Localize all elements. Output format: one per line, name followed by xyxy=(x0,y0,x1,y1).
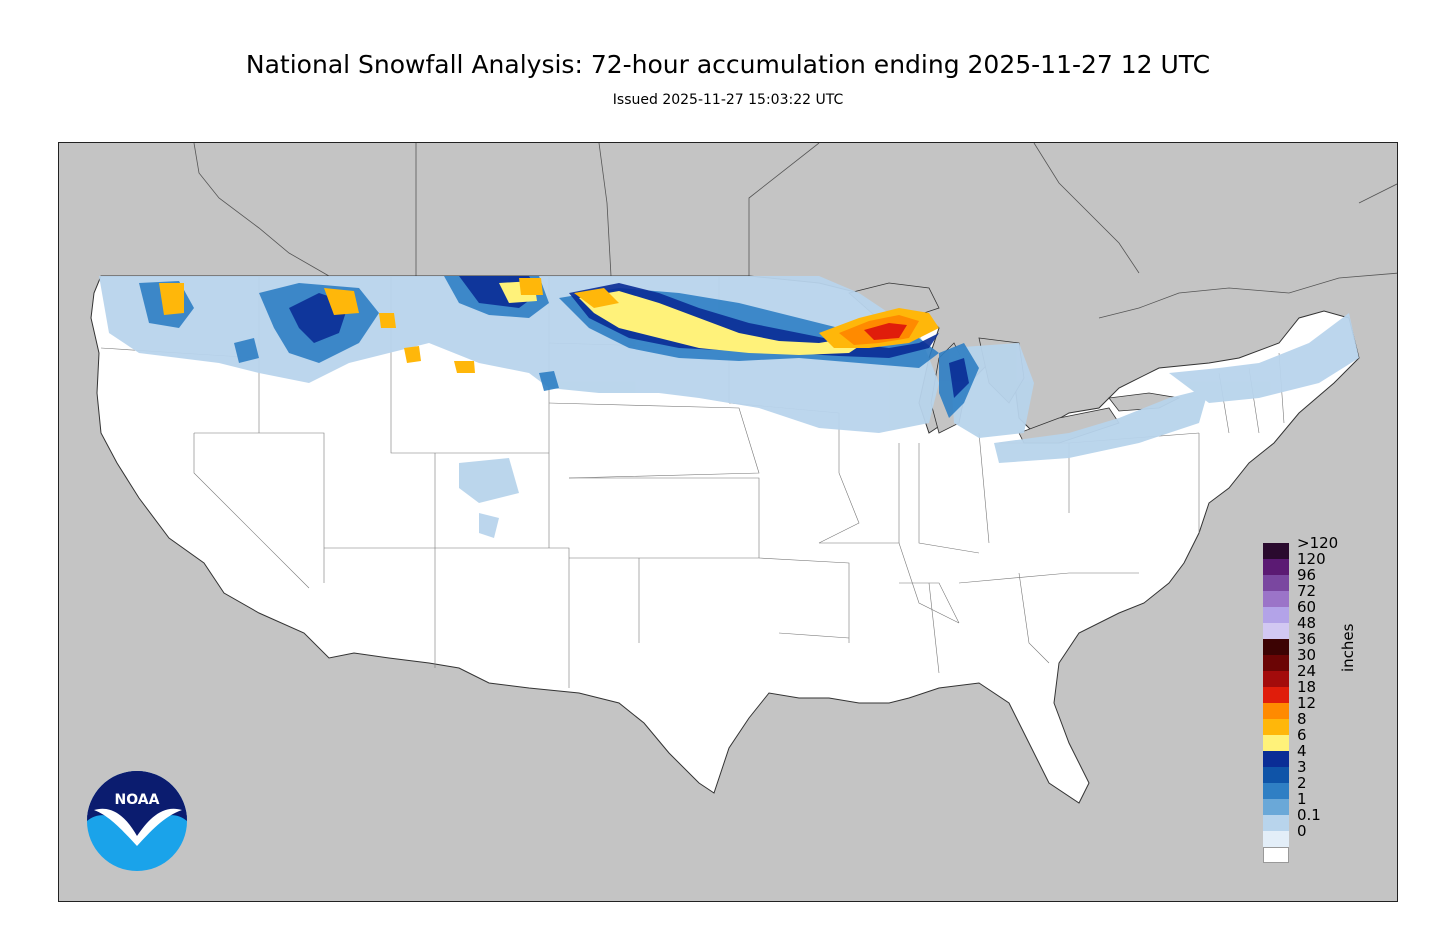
legend-label: 0 xyxy=(1297,822,1307,840)
legend-label: 120 xyxy=(1297,550,1326,568)
legend-swatch xyxy=(1263,671,1289,687)
noaa-logo-text: NOAA xyxy=(115,792,160,808)
legend-label: 96 xyxy=(1297,566,1317,584)
legend-label: 30 xyxy=(1297,646,1317,664)
canada-borders xyxy=(193,143,1397,319)
legend-swatch xyxy=(1263,575,1289,591)
legend-swatch xyxy=(1263,607,1289,623)
legend-swatch-zero xyxy=(1263,847,1289,863)
legend-label: 1 xyxy=(1297,790,1307,808)
legend-swatch xyxy=(1263,655,1289,671)
legend-label: 4 xyxy=(1297,742,1307,760)
legend-swatch xyxy=(1263,591,1289,607)
legend-label: 2 xyxy=(1297,774,1307,792)
legend-label: 3 xyxy=(1297,758,1307,776)
legend-label: 36 xyxy=(1297,630,1317,648)
legend-label: >120 xyxy=(1297,534,1339,552)
legend-label: 24 xyxy=(1297,662,1317,680)
legend-unit-label: inches xyxy=(1339,623,1357,672)
legend-swatch xyxy=(1263,815,1289,831)
legend-label: 60 xyxy=(1297,598,1317,616)
snow-18-24 xyxy=(864,323,907,340)
map-subtitle: Issued 2025-11-27 15:03:22 UTC xyxy=(612,92,844,108)
map-canvas xyxy=(90,143,1397,804)
legend-label: 48 xyxy=(1297,614,1317,632)
legend-swatch xyxy=(1263,543,1289,559)
map-title: National Snowfall Analysis: 72-hour accu… xyxy=(245,50,1211,79)
legend-swatch xyxy=(1263,799,1289,815)
legend-swatch xyxy=(1263,687,1289,703)
legend-swatch xyxy=(1263,623,1289,639)
legend-swatch xyxy=(1263,639,1289,655)
legend-swatch xyxy=(1263,831,1289,847)
legend-label: 6 xyxy=(1297,726,1307,744)
legend-label: 8 xyxy=(1297,710,1307,728)
legend-label: 12 xyxy=(1297,694,1317,712)
legend-swatch xyxy=(1263,559,1289,575)
legend-swatch xyxy=(1263,751,1289,767)
legend-swatch xyxy=(1263,783,1289,799)
snowfall-map xyxy=(58,142,1398,902)
noaa-logo: NOAA xyxy=(87,771,187,871)
legend-label: 72 xyxy=(1297,582,1317,600)
legend-swatch xyxy=(1263,719,1289,735)
legend-swatch xyxy=(1263,735,1289,751)
legend-label: 18 xyxy=(1297,678,1317,696)
legend-swatch xyxy=(1263,767,1289,783)
us-outline xyxy=(90,275,1360,804)
legend-swatch xyxy=(1263,703,1289,719)
legend-label: 0.1 xyxy=(1297,806,1321,824)
